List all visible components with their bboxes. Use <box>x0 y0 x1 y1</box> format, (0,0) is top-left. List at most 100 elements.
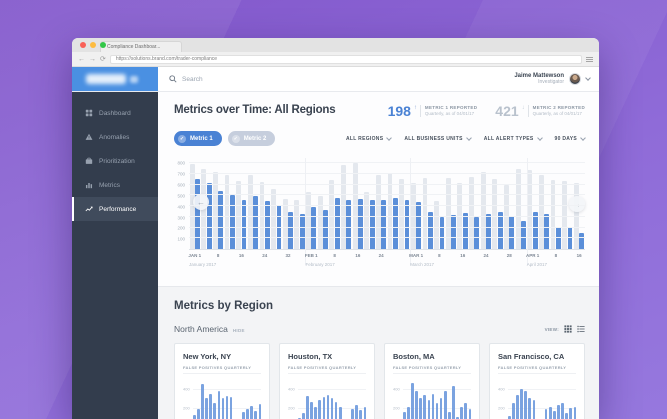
bar-false-positives <box>217 390 221 419</box>
mini-chart: 200 400 <box>498 380 577 419</box>
check-icon: ✓ <box>231 134 240 143</box>
chevron-down-icon <box>580 135 586 141</box>
bar-metric2 <box>236 181 242 249</box>
bar-metric1 <box>241 199 247 249</box>
bar-false-positives <box>544 408 548 419</box>
bar-false-positives <box>359 409 362 419</box>
filter-all-regions[interactable]: ALL REGIONS <box>345 135 393 142</box>
filter-all-business-units[interactable]: ALL BUSINESS UNITS <box>404 135 472 142</box>
card-metric-label: FALSE POSITIVES QUARTERLY <box>288 365 366 374</box>
bar-false-positives <box>229 397 233 419</box>
browser-tab[interactable]: Compliance Dashboar... <box>100 41 182 52</box>
bar-false-positives <box>213 402 217 419</box>
bar-metric2 <box>550 179 556 249</box>
bar-metric2 <box>562 180 568 249</box>
minimize-window-button[interactable] <box>90 42 96 48</box>
toggle-label: Metric 1 <box>190 135 213 142</box>
bar-metric2 <box>271 189 277 249</box>
bar-metric1 <box>264 200 270 249</box>
gridline <box>189 173 585 175</box>
bar-false-positives <box>355 405 358 419</box>
y-tick-label: 400 <box>498 386 505 392</box>
bar-metric1 <box>229 194 235 249</box>
region-card-houston[interactable]: Houston, TX FALSE POSITIVES QUARTERLY 20… <box>279 343 375 419</box>
filters: ALL REGIONS ALL BUSINESS UNITS ALL ALERT… <box>345 135 586 142</box>
stat-label: METRIC 1 REPORTED <box>424 105 478 110</box>
list-view-icon[interactable] <box>577 325 585 333</box>
filter-label: ALL ALERT TYPES <box>483 135 534 142</box>
bar-group <box>550 158 562 249</box>
sidebar-item-dashboard[interactable]: Dashboard <box>72 101 158 125</box>
sidebar-item-prioritization[interactable]: Prioritization <box>72 149 158 173</box>
filter-label: ALL REGIONS <box>345 135 384 142</box>
bar-false-positives <box>338 407 342 419</box>
forward-icon[interactable]: → <box>89 55 96 63</box>
sidebar-item-label: Anomalies <box>99 133 130 141</box>
hide-toggle[interactable]: HIDE <box>232 328 245 333</box>
brand-logo[interactable] <box>72 67 158 91</box>
logo-mark <box>86 74 126 84</box>
zoom-window-button[interactable] <box>100 42 106 48</box>
card-title: Boston, MA <box>393 352 435 361</box>
mini-chart: 200 400 <box>183 380 262 419</box>
bar-metric1 <box>323 210 328 249</box>
sidebar-item-metrics[interactable]: Metrics <box>72 173 158 197</box>
bar-false-positives <box>569 408 572 419</box>
gridline <box>189 215 585 217</box>
grid-view-icon[interactable] <box>564 325 572 333</box>
y-tick-label: 400 <box>177 204 185 210</box>
bar-false-positives <box>326 395 330 419</box>
bar-false-positives <box>242 412 245 419</box>
bar-false-positives <box>318 400 322 419</box>
url-field[interactable]: https://solutions.brand.com/trader-compl… <box>109 54 582 64</box>
sidebar-item-label: Dashboard <box>99 109 131 117</box>
bar-false-positives <box>407 406 410 419</box>
back-icon[interactable]: ← <box>78 55 85 63</box>
gridline <box>189 237 585 239</box>
chart-prev-button[interactable]: ← <box>193 194 209 210</box>
bar-group <box>236 158 248 249</box>
region-card-san-francisco[interactable]: San Francisco, CA FALSE POSITIVES QUARTE… <box>489 343 585 419</box>
browser-menu-icon[interactable] <box>586 56 593 62</box>
dashboard-icon <box>85 109 93 117</box>
stat-metric-1: 198 ↑ METRIC 1 REPORTED Quarterly, as of… <box>388 104 478 118</box>
bar-group <box>538 158 550 249</box>
y-tick-label: 300 <box>177 215 185 221</box>
month-label: January 2017 <box>189 262 217 267</box>
bar-metric2 <box>399 178 405 249</box>
sidebar-item-anomalies[interactable]: Anomalies <box>72 125 158 149</box>
stat-label: METRIC 2 REPORTED <box>532 105 585 110</box>
bar-group <box>480 158 492 249</box>
filter-90-days[interactable]: 90 DAYS <box>555 135 586 142</box>
search-bar[interactable]: Search <box>158 67 514 91</box>
bar-metric2 <box>364 192 370 249</box>
bar-false-positives <box>197 409 200 419</box>
chart-next-button[interactable]: → <box>569 196 585 212</box>
metric-1-toggle[interactable]: ✓ Metric 1 <box>174 131 222 146</box>
bar-false-positives <box>512 403 515 419</box>
stat-sublabel: Quarterly, as of 04/01/17 <box>424 111 475 116</box>
x-tick-label: JAN 1 <box>188 253 202 258</box>
bar-false-positives <box>520 388 523 419</box>
region-card-boston[interactable]: Boston, MA FALSE POSITIVES QUARTERLY 200… <box>384 343 480 419</box>
user-menu[interactable]: Jaime Mattewson Investigator <box>514 67 599 91</box>
filter-all-alert-types[interactable]: ALL ALERT TYPES <box>483 135 543 142</box>
gridline <box>508 389 576 391</box>
metric-2-toggle[interactable]: ✓ Metric 2 <box>227 131 276 146</box>
bar-false-positives <box>221 398 225 419</box>
gridline <box>189 162 585 164</box>
bar-false-positives <box>528 398 532 419</box>
region-card-new-york[interactable]: New York, NY FALSE POSITIVES QUARTERLY 2… <box>174 343 270 419</box>
bar-false-positives <box>508 415 511 419</box>
bar-group <box>189 158 201 249</box>
close-window-button[interactable] <box>80 42 86 48</box>
bar-metric1 <box>439 217 445 249</box>
bar-metric1 <box>451 214 457 249</box>
gridline <box>189 205 585 207</box>
main-content: Metrics over Time: All Regions 198 ↑ MET… <box>158 92 599 419</box>
refresh-icon[interactable]: ⟳ <box>100 55 106 63</box>
bar-metric1 <box>544 213 550 249</box>
sidebar-item-performance[interactable]: Performance <box>72 197 158 221</box>
mini-chart: 200 400 <box>393 380 472 419</box>
